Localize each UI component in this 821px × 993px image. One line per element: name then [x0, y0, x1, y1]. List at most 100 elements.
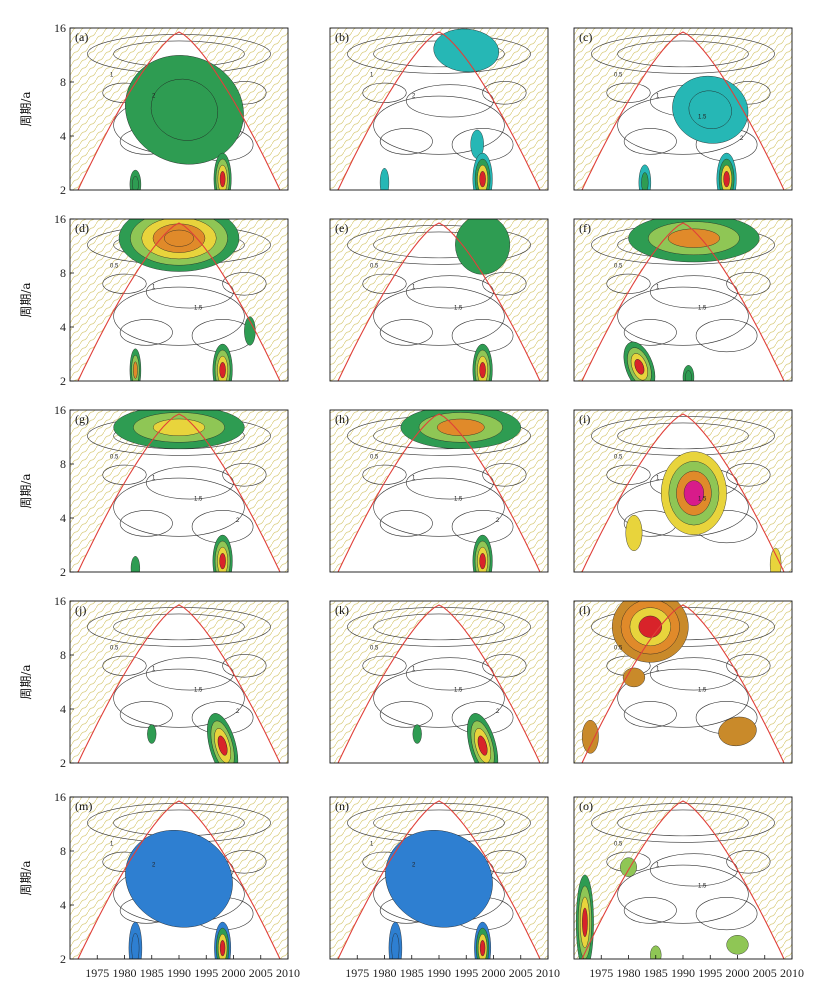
x-tick-label: 2005 [753, 966, 777, 980]
coi-hatch-region [70, 28, 288, 190]
contour-line [623, 128, 677, 155]
contour-line [617, 40, 749, 68]
power-blob [472, 534, 493, 572]
contour-line [591, 803, 775, 843]
power-blob [625, 514, 643, 551]
x-tick-label: 2010 [276, 966, 300, 980]
contour-line [373, 477, 505, 537]
wavelet-panel: 0.5 1 1.5 (i) [573, 409, 793, 573]
panel-frame [69, 409, 289, 573]
power-blob [467, 713, 499, 763]
x-tick-label: 2000 [482, 966, 506, 980]
y-tick-label: 16 [54, 212, 66, 226]
cone-of-influence-line [581, 31, 785, 190]
contour-value-label: 0.5 [370, 646, 379, 652]
cone-of-influence-line [337, 222, 541, 381]
contour-line [222, 463, 267, 487]
x-tick-label: 1990 [671, 966, 695, 980]
panel-plot-area: 12 [330, 28, 548, 190]
coi-hatch-region [330, 28, 548, 190]
contour-value-label: 0.5 [110, 455, 119, 461]
x-tick-label: 1985 [400, 966, 424, 980]
power-level [152, 418, 205, 436]
contour-line [379, 701, 433, 728]
power-level [133, 361, 138, 379]
coi-hatch-region [70, 410, 288, 572]
y-axis-label: 周期/a [19, 282, 33, 317]
x-tick-label: 2010 [780, 966, 804, 980]
x-tick-label: 2000 [222, 966, 246, 980]
contour-line [617, 809, 749, 837]
contour-line [102, 655, 147, 676]
contour-value-label: 1.5 [194, 688, 203, 694]
panel-label: (h) [335, 412, 349, 426]
contour-line [623, 701, 677, 728]
power-blob [125, 830, 233, 928]
y-axis-labels: 周期/a 周期/a 周期/a 周期/a 周期/a [19, 91, 33, 895]
x-tick-label: 2000 [726, 966, 750, 980]
panel-plot-area: 0.5 1 1.5 2 [70, 601, 288, 763]
power-blob [125, 55, 244, 165]
power-level [412, 724, 422, 744]
contour-line [623, 319, 677, 346]
power-blob [682, 365, 695, 381]
wavelet-panel: 12(b) [329, 27, 549, 191]
power-level [581, 719, 599, 754]
coi-hatch-region [574, 219, 792, 381]
y-tick-label: 4 [60, 702, 66, 716]
contour-line [623, 897, 677, 924]
power-blob [400, 410, 521, 449]
contour-value-label: 2 [412, 863, 416, 869]
panel-frame [329, 27, 549, 191]
contour-line [113, 477, 245, 537]
contour-value-label: 0.5 [110, 264, 119, 270]
power-blob [612, 601, 689, 663]
wavelet-panel: 0.5 1 1.5 2 (c) [573, 27, 793, 191]
cone-of-influence-line [581, 413, 785, 572]
x-tick-label: 1995 [698, 966, 722, 980]
power-level [769, 547, 782, 572]
panel-label: (c) [579, 30, 592, 44]
x-axis-tick-labels: 1975 1980 1985 1990 1995 2000 2005 2010 1975 1980… [85, 955, 804, 980]
power-level [131, 933, 140, 959]
contour-line [482, 654, 527, 678]
wavelet-panel: 0.5 1 1.5 2 (h) [329, 409, 549, 573]
panel-frame [69, 600, 289, 764]
panel-label: (k) [335, 603, 349, 617]
power-level [150, 78, 219, 141]
power-level [638, 615, 662, 638]
power-blob [455, 219, 511, 275]
contour-value-label: 1.5 [698, 884, 707, 890]
contour-value-label: 0.5 [370, 264, 379, 270]
coi-hatch-region [70, 601, 288, 763]
contour-value-label: 1 [656, 285, 660, 291]
contour-value-label: 1.5 [194, 497, 203, 503]
contour-line [617, 864, 749, 924]
panel-plot-area: 12 [70, 797, 288, 959]
power-blob [661, 451, 727, 535]
power-level [391, 933, 400, 959]
power-blob [129, 169, 142, 190]
x-tick-label: 1975 [345, 966, 369, 980]
contour-value-label: 1.5 [698, 688, 707, 694]
power-blob [113, 410, 245, 449]
coi-hatch-region [330, 797, 548, 959]
contour-value-label: 1 [412, 476, 416, 482]
panel-plot-area: 0.5 1 1.5 2 [70, 410, 288, 572]
contour-value-label: 1 [656, 863, 660, 869]
power-blob [207, 713, 239, 763]
y-tick-label: 2 [60, 565, 66, 579]
contour-line [726, 463, 771, 487]
power-blob [638, 164, 652, 190]
y-tick-label: 4 [60, 898, 66, 912]
contour-line [482, 463, 527, 487]
cone-of-influence-line [77, 604, 281, 763]
contour-line [362, 464, 407, 485]
cone-of-influence-line [337, 604, 541, 763]
panel-label: (a) [75, 30, 88, 44]
y-tick-label: 8 [60, 266, 66, 280]
panel-frame [329, 218, 549, 382]
